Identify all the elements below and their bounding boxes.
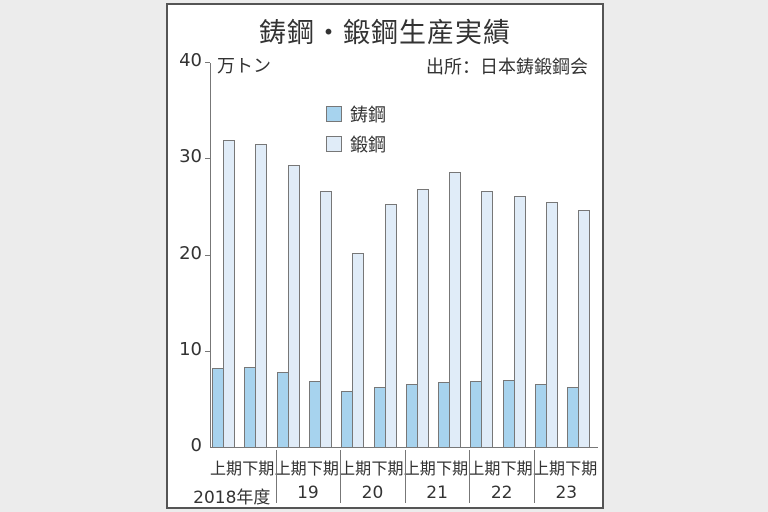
year-separator <box>275 450 277 503</box>
half-period-label: 上期 <box>339 459 372 478</box>
y-tick-mark <box>205 350 210 352</box>
fiscal-year-label: 22 <box>490 483 513 503</box>
fiscal-year-label: 20 <box>361 483 384 503</box>
forged-steel-bar <box>513 195 526 447</box>
half-period-label: 下期 <box>565 459 598 478</box>
half-period-label: 下期 <box>500 459 533 478</box>
y-tick-label: 30 <box>179 146 202 168</box>
half-period-label: 上期 <box>532 459 565 478</box>
forged-steel-bar <box>481 190 494 447</box>
forged-steel-bar <box>416 189 429 447</box>
forged-steel-bar <box>352 252 365 447</box>
y-tick-label: 0 <box>190 435 202 456</box>
y-tick-label: 10 <box>179 338 202 360</box>
forged-steel-bar <box>287 164 300 447</box>
legend-cast-label: 鋳鋼 <box>350 105 386 126</box>
half-period-label: 上期 <box>274 459 307 478</box>
y-tick-mark <box>205 254 210 256</box>
y-tick-mark <box>205 62 210 63</box>
forged-steel-bar <box>449 171 462 447</box>
legend-forged-swatch <box>326 136 342 152</box>
half-period-label: 下期 <box>436 459 469 478</box>
legend-forged: 鍛鋼 <box>326 131 386 157</box>
half-period-label: 下期 <box>371 459 404 478</box>
chart-title: 鋳鋼・鍛鋼生産実績 <box>259 18 511 49</box>
y-axis-unit: 万トン <box>217 56 271 77</box>
half-period-label: 下期 <box>242 459 275 478</box>
legend-forged-label: 鍛鋼 <box>350 135 386 156</box>
fiscal-year-label: 21 <box>426 483 448 503</box>
forged-steel-bar <box>255 143 268 447</box>
half-period-label: 下期 <box>306 459 339 478</box>
half-period-label: 上期 <box>209 459 242 478</box>
half-period-label: 上期 <box>468 459 501 478</box>
x-axis <box>210 447 598 448</box>
y-tick-mark <box>205 158 210 160</box>
legend-cast-swatch <box>326 106 342 122</box>
y-tick-label: 40 <box>179 50 202 71</box>
fiscal-year-label: 2018年度 <box>193 488 271 508</box>
year-separator <box>469 450 471 503</box>
chart-frame: 鋳鋼・鍛鋼生産実績 万トン 出所：日本鋳鍛鋼会 0 10 20 30 40 鋳鋼 鍛鋼 … <box>166 3 604 509</box>
half-period-label: 上期 <box>403 459 436 478</box>
year-separator <box>404 450 406 503</box>
legend-cast: 鋳鋼 <box>326 101 386 127</box>
forged-steel-bar <box>223 139 235 447</box>
y-axis <box>210 63 211 448</box>
forged-steel-bar <box>319 190 332 447</box>
forged-steel-bar <box>546 201 558 447</box>
forged-steel-bar <box>384 204 397 447</box>
source-note: 出所：日本鋳鍛鋼会 <box>426 57 588 78</box>
forged-steel-bar <box>578 210 591 447</box>
year-separator <box>340 450 342 503</box>
fiscal-year-label: 19 <box>297 483 319 503</box>
year-separator <box>534 450 535 503</box>
fiscal-year-label: 23 <box>555 483 578 503</box>
y-tick-label: 20 <box>179 242 202 264</box>
